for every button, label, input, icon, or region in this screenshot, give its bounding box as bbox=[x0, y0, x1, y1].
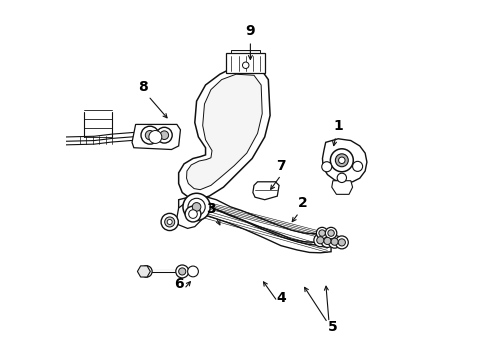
Circle shape bbox=[188, 266, 198, 277]
Circle shape bbox=[317, 237, 324, 244]
Text: 8: 8 bbox=[138, 80, 147, 94]
Circle shape bbox=[353, 161, 363, 171]
Text: 4: 4 bbox=[276, 291, 286, 305]
Polygon shape bbox=[231, 50, 260, 53]
Circle shape bbox=[330, 149, 353, 172]
Circle shape bbox=[319, 230, 325, 236]
Polygon shape bbox=[132, 125, 180, 149]
Circle shape bbox=[328, 235, 341, 248]
Circle shape bbox=[185, 206, 201, 222]
Circle shape bbox=[339, 157, 345, 163]
Polygon shape bbox=[137, 266, 150, 277]
Circle shape bbox=[335, 154, 348, 167]
Circle shape bbox=[183, 193, 210, 221]
Polygon shape bbox=[322, 139, 367, 183]
Text: 5: 5 bbox=[328, 320, 338, 334]
Circle shape bbox=[141, 266, 152, 277]
Text: 7: 7 bbox=[276, 159, 286, 173]
Circle shape bbox=[322, 162, 332, 172]
Polygon shape bbox=[332, 181, 353, 194]
Circle shape bbox=[161, 213, 178, 230]
Circle shape bbox=[317, 227, 328, 239]
Text: 3: 3 bbox=[206, 202, 216, 216]
Circle shape bbox=[321, 234, 334, 247]
Circle shape bbox=[176, 265, 189, 278]
Text: 1: 1 bbox=[333, 119, 343, 133]
Circle shape bbox=[141, 126, 159, 144]
Text: 6: 6 bbox=[174, 277, 183, 291]
Polygon shape bbox=[177, 200, 207, 228]
Polygon shape bbox=[187, 74, 262, 190]
Circle shape bbox=[189, 210, 197, 219]
Circle shape bbox=[146, 131, 155, 140]
Polygon shape bbox=[179, 67, 270, 200]
Circle shape bbox=[335, 236, 348, 249]
Circle shape bbox=[192, 203, 201, 211]
Circle shape bbox=[331, 238, 338, 245]
Circle shape bbox=[328, 230, 334, 236]
Text: 2: 2 bbox=[297, 196, 307, 210]
Circle shape bbox=[188, 198, 205, 216]
Circle shape bbox=[325, 227, 337, 239]
Polygon shape bbox=[179, 196, 331, 242]
Circle shape bbox=[314, 234, 327, 247]
Circle shape bbox=[243, 62, 249, 68]
Text: 9: 9 bbox=[245, 24, 255, 38]
Circle shape bbox=[338, 239, 345, 246]
Circle shape bbox=[324, 237, 331, 244]
Polygon shape bbox=[226, 53, 266, 73]
Circle shape bbox=[179, 268, 186, 275]
Circle shape bbox=[167, 220, 172, 225]
Polygon shape bbox=[179, 205, 331, 253]
Circle shape bbox=[156, 127, 172, 143]
Polygon shape bbox=[253, 182, 279, 200]
Circle shape bbox=[160, 131, 169, 139]
Circle shape bbox=[337, 173, 346, 183]
Circle shape bbox=[165, 217, 175, 227]
Circle shape bbox=[149, 131, 162, 143]
